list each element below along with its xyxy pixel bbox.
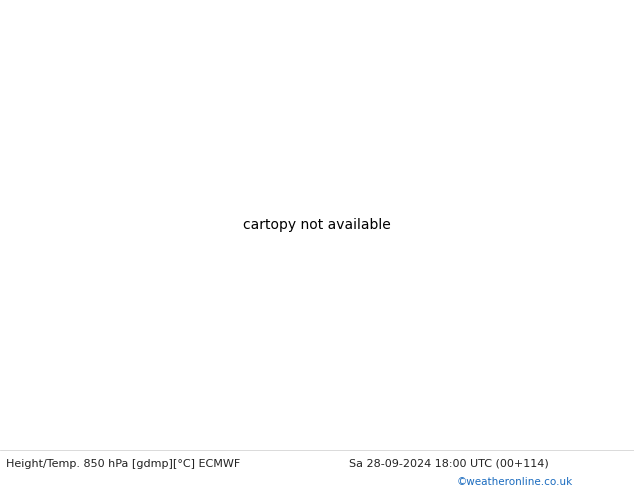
Polygon shape bbox=[0, 450, 634, 490]
Text: ©weatheronline.co.uk: ©weatheronline.co.uk bbox=[456, 477, 573, 487]
Text: Sa 28-09-2024 18:00 UTC (00+114): Sa 28-09-2024 18:00 UTC (00+114) bbox=[349, 459, 548, 469]
Text: cartopy not available: cartopy not available bbox=[243, 218, 391, 232]
Text: Height/Temp. 850 hPa [gdmp][°C] ECMWF: Height/Temp. 850 hPa [gdmp][°C] ECMWF bbox=[6, 459, 240, 469]
